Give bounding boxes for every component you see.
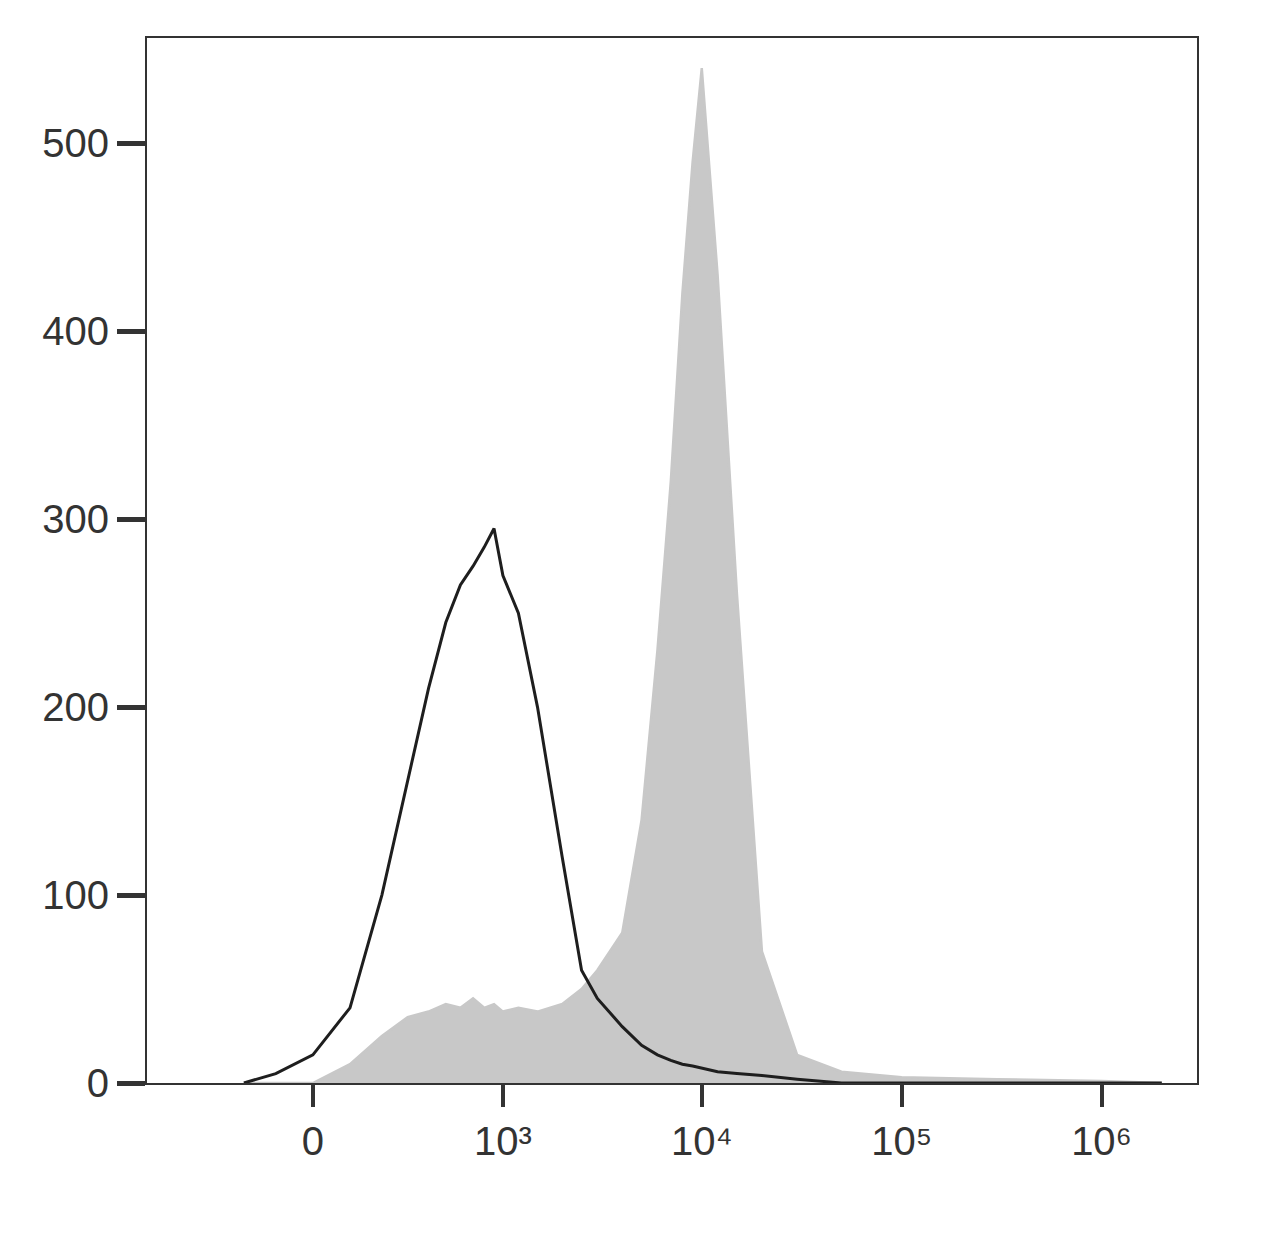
- svg-text:400: 400: [42, 309, 109, 353]
- svg-text:0: 0: [87, 1061, 109, 1105]
- svg-text:10⁵: 10⁵: [871, 1119, 932, 1163]
- svg-text:200: 200: [42, 685, 109, 729]
- svg-text:10³: 10³: [474, 1119, 532, 1163]
- svg-text:0: 0: [302, 1119, 324, 1163]
- svg-text:10⁴: 10⁴: [671, 1119, 733, 1163]
- svg-text:300: 300: [42, 497, 109, 541]
- svg-text:10⁶: 10⁶: [1071, 1119, 1132, 1163]
- svg-text:100: 100: [42, 873, 109, 917]
- svg-text:500: 500: [42, 121, 109, 165]
